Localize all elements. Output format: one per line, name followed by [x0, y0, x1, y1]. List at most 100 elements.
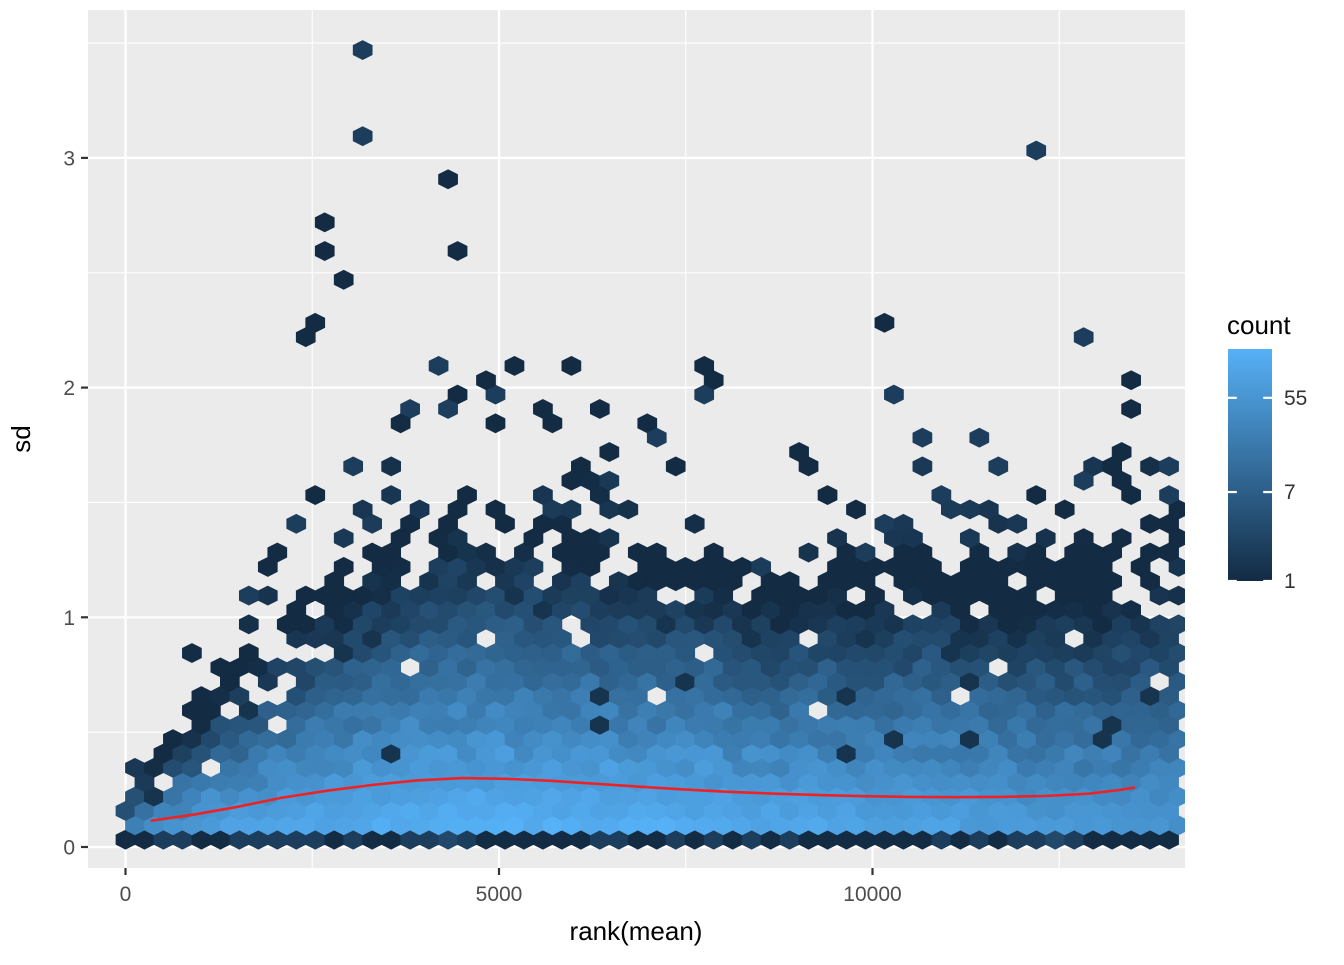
legend-value: 1 — [1284, 570, 1296, 593]
hex-cell — [779, 571, 800, 592]
hex-cell — [978, 499, 999, 520]
hex-cell — [874, 312, 895, 333]
hex-cell — [238, 643, 259, 663]
hex-cell — [1026, 140, 1047, 161]
x-tick-label: 0 — [120, 883, 132, 906]
hex-cell — [485, 499, 506, 520]
smoother-line — [150, 776, 1136, 822]
hex-cell — [314, 241, 335, 261]
hex-cell — [1111, 528, 1132, 549]
hex-cell — [1168, 614, 1185, 635]
hex-cell — [305, 485, 326, 506]
hex-cell — [561, 470, 582, 491]
hex-cell — [333, 556, 354, 577]
hex-cell — [1159, 456, 1179, 477]
legend-value: 7 — [1284, 481, 1296, 504]
hex-cell — [959, 528, 980, 549]
legend-tick-marks — [1228, 396, 1272, 583]
legend-value: 55 — [1284, 387, 1307, 410]
hex-cell — [333, 269, 354, 290]
hex-cell — [485, 413, 506, 434]
axis-tick-marks — [81, 156, 874, 875]
y-tick-label: 1 — [63, 607, 75, 630]
hex-cell — [884, 384, 904, 405]
hex-cell — [447, 241, 468, 261]
hex-cell — [931, 485, 952, 506]
hex-cell — [1121, 399, 1141, 419]
hex-cell — [438, 399, 458, 419]
x-tick-label: 5000 — [476, 883, 523, 906]
legend-value-labels: 55 7 1 — [1284, 387, 1307, 593]
hex-cell — [798, 542, 819, 563]
hex-cell — [533, 485, 553, 506]
legend-title: count — [1227, 310, 1291, 340]
hex-cell — [1054, 499, 1075, 520]
hex-cell — [381, 485, 401, 506]
hex-cell — [912, 427, 933, 448]
hex-cell — [457, 485, 477, 506]
hex-cell — [476, 542, 496, 563]
hex-cell — [817, 485, 838, 506]
hex-cell — [665, 456, 686, 477]
hex-cell — [855, 542, 876, 563]
hex-cell — [1121, 600, 1141, 620]
y-tick-label: 3 — [63, 147, 75, 170]
hex-cell — [599, 442, 620, 462]
hex-cell — [599, 528, 620, 549]
hex-cell — [333, 528, 354, 549]
hex-cell — [352, 126, 373, 147]
legend: count 55 7 1 — [1227, 310, 1307, 593]
x-axis-title: rank(mean) — [570, 916, 703, 946]
hex-cell — [257, 556, 278, 577]
hex-cell — [182, 643, 202, 663]
hex-cell — [504, 355, 525, 376]
hex-cell — [1073, 327, 1094, 348]
hex-cell — [381, 456, 401, 477]
hex-cell — [846, 499, 866, 520]
y-axis-title: sd — [6, 425, 36, 452]
y-axis-tick-labels: 0 1 2 3 — [63, 147, 75, 859]
hex-cell — [912, 456, 933, 477]
hex-cell — [286, 513, 307, 534]
hex-cell — [352, 499, 373, 520]
x-tick-label: 10000 — [843, 883, 901, 906]
hex-cell — [390, 413, 411, 434]
hex-cell — [646, 427, 667, 448]
hex-cell — [1168, 585, 1185, 606]
hex-cell — [352, 40, 373, 60]
hex-cell — [238, 585, 259, 606]
hex-cell — [1007, 513, 1028, 534]
hex-cell — [343, 456, 364, 477]
legend-gradient-bar — [1228, 349, 1272, 581]
hex-cell — [599, 470, 620, 491]
hex-cell — [646, 542, 667, 563]
hex-cell — [589, 399, 610, 419]
hex-cell — [618, 499, 639, 520]
hex-cell — [684, 513, 705, 534]
hex-cell — [561, 355, 582, 376]
hex-cell — [438, 169, 458, 190]
hex-cell — [561, 499, 582, 520]
hex-cell — [1159, 485, 1179, 506]
hex-cell — [874, 513, 895, 534]
hex-cell — [428, 355, 449, 376]
y-tick-label: 2 — [63, 377, 75, 400]
hex-cell — [542, 413, 563, 434]
hex-cell — [703, 542, 724, 563]
hex-cell — [1121, 485, 1141, 506]
hex-cell — [798, 456, 819, 477]
hex-cell — [969, 427, 990, 448]
hex-cell — [1073, 470, 1094, 491]
hex-cell — [314, 212, 335, 233]
hexbin-layer — [115, 40, 1185, 850]
hex-cell — [1121, 370, 1141, 391]
hex-cell — [238, 614, 259, 635]
hex-cell — [694, 384, 715, 405]
hex-cell — [1035, 528, 1056, 549]
hex-cell — [295, 327, 316, 348]
hex-cell — [751, 556, 771, 577]
hex-cell — [409, 499, 430, 520]
hex-cell — [827, 528, 847, 549]
